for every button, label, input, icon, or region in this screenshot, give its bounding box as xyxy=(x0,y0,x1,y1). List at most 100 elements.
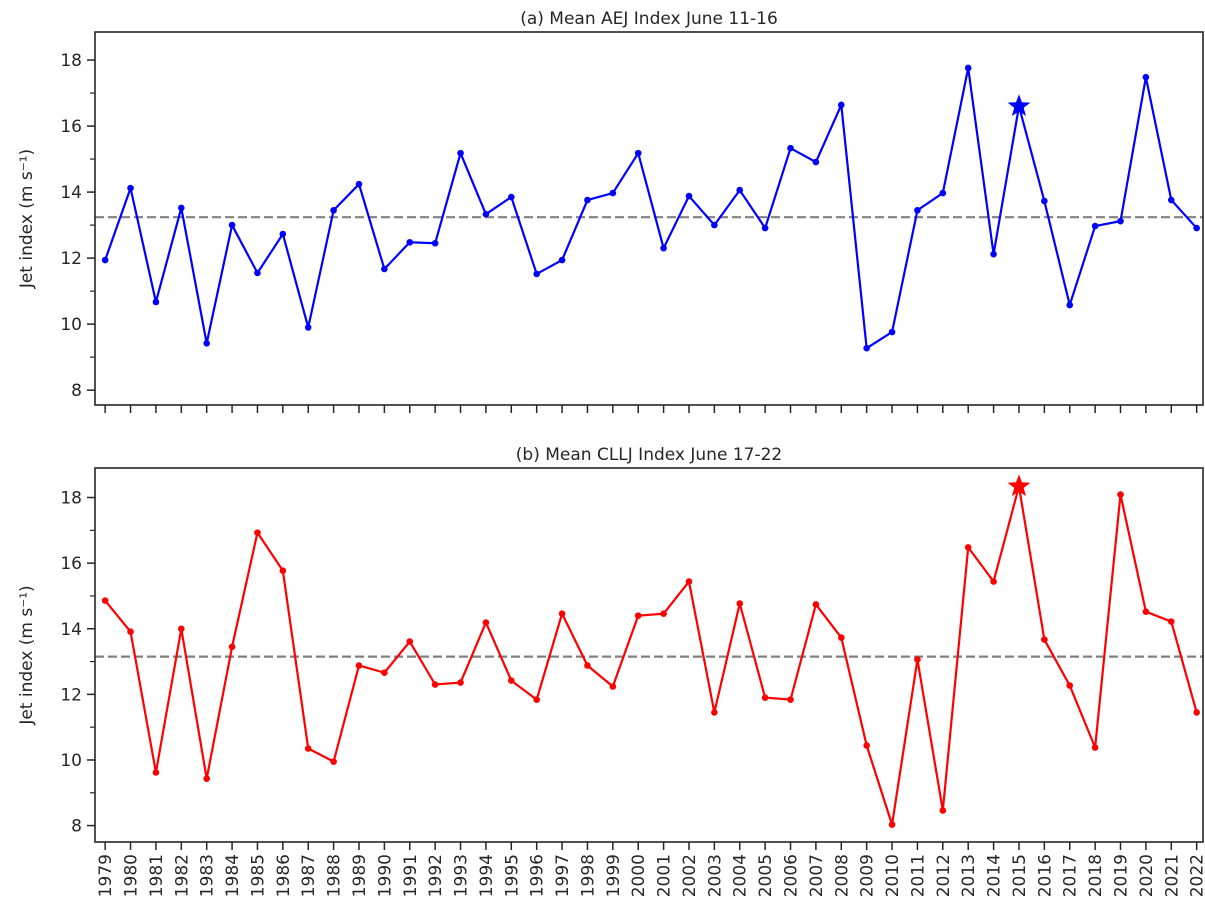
data-point xyxy=(507,193,515,201)
y-tick-label: 8 xyxy=(71,381,82,401)
x-tick-label: 2002 xyxy=(680,854,700,897)
data-point xyxy=(787,144,794,152)
x-tick-label: 1980 xyxy=(122,854,142,897)
x-tick-label: 1998 xyxy=(578,854,598,897)
y-tick-label: 16 xyxy=(60,554,82,574)
data-point xyxy=(761,224,769,232)
data-point xyxy=(609,683,617,690)
data-point xyxy=(279,567,287,574)
x-tick-label: 1990 xyxy=(375,854,395,897)
x-tick-label: 2019 xyxy=(1112,854,1132,897)
x-tick-label: 2005 xyxy=(756,854,776,897)
data-point xyxy=(381,265,388,273)
x-tick-label: 2016 xyxy=(1035,854,1055,897)
data-point xyxy=(660,610,667,617)
data-point xyxy=(1066,682,1074,689)
data-point xyxy=(101,256,109,264)
data-point xyxy=(1117,217,1124,225)
y-tick-label: 12 xyxy=(60,685,82,705)
data-point xyxy=(1117,491,1124,498)
y-tick-label: 14 xyxy=(60,620,82,640)
data-point xyxy=(685,578,693,585)
y-tick-label: 12 xyxy=(60,249,82,269)
data-point xyxy=(355,180,363,188)
data-point xyxy=(837,634,845,641)
data-point xyxy=(837,101,845,109)
x-tick-label: 1981 xyxy=(147,854,167,897)
highlight-star xyxy=(1007,474,1031,497)
x-tick-label: 1979 xyxy=(96,854,116,897)
x-tick-label: 2004 xyxy=(731,854,751,897)
data-point xyxy=(406,238,414,246)
data-point xyxy=(533,696,540,703)
x-tick-label: 1999 xyxy=(604,854,624,897)
x-tick-label: 1989 xyxy=(350,854,370,897)
x-tick-label: 2007 xyxy=(807,854,827,897)
x-tick-label: 2000 xyxy=(629,854,649,897)
data-point xyxy=(863,344,870,352)
data-point xyxy=(863,742,870,749)
chart-title: (b) Mean CLLJ Index June 17-22 xyxy=(516,445,782,465)
data-point xyxy=(711,221,718,229)
axes-frame xyxy=(94,31,1204,406)
data-point xyxy=(634,612,642,619)
data-point xyxy=(381,669,388,677)
x-tick-label: 2015 xyxy=(1010,854,1030,897)
data-point xyxy=(761,694,769,701)
x-tick-label: 1994 xyxy=(477,854,497,897)
data-point xyxy=(812,601,820,608)
x-tick-label: 1986 xyxy=(274,854,294,897)
data-point xyxy=(228,221,236,229)
y-tick-label: 14 xyxy=(60,183,82,203)
x-tick-label: 2010 xyxy=(883,854,903,897)
y-tick-label: 10 xyxy=(60,315,82,335)
data-point xyxy=(964,544,972,551)
data-point xyxy=(482,619,490,626)
data-point xyxy=(507,677,515,684)
data-point xyxy=(711,709,718,716)
data-point xyxy=(254,269,261,277)
data-point xyxy=(939,807,947,814)
x-tick-label: 2003 xyxy=(705,854,725,897)
data-point xyxy=(228,643,236,651)
x-tick-label: 1984 xyxy=(223,854,243,897)
data-point xyxy=(914,656,921,663)
data-point xyxy=(279,230,287,238)
data-point xyxy=(888,821,896,828)
data-point xyxy=(533,270,540,278)
data-point xyxy=(152,769,160,776)
data-point xyxy=(304,745,312,752)
y-tick-label: 16 xyxy=(60,117,82,137)
data-point xyxy=(1167,618,1175,625)
data-point xyxy=(127,628,134,636)
highlight-star xyxy=(1007,94,1031,116)
data-point xyxy=(406,638,414,645)
x-tick-label: 2011 xyxy=(908,854,928,897)
data-point xyxy=(584,196,591,204)
data-point xyxy=(660,244,667,252)
data-point xyxy=(1041,636,1048,643)
data-line xyxy=(104,67,1198,351)
data-point xyxy=(1091,744,1099,751)
y-tick-label: 18 xyxy=(60,51,82,71)
x-tick-label: 2014 xyxy=(985,854,1005,897)
data-point xyxy=(787,696,794,703)
x-tick-label: 1982 xyxy=(172,854,192,897)
data-point xyxy=(939,189,947,197)
x-tick-label: 2018 xyxy=(1086,854,1106,897)
x-tick-label: 1988 xyxy=(325,854,345,897)
x-tick-label: 2021 xyxy=(1162,854,1182,897)
data-point xyxy=(330,758,337,765)
y-axis-label: Jet index (m s⁻¹) xyxy=(17,585,37,725)
x-tick-label: 1992 xyxy=(426,854,446,897)
data-point xyxy=(355,662,363,669)
data-point xyxy=(330,206,337,214)
x-tick-label: 2020 xyxy=(1137,854,1157,897)
data-point xyxy=(203,339,210,347)
data-point xyxy=(736,186,744,194)
data-point xyxy=(888,328,896,336)
data-point xyxy=(609,189,617,197)
x-tick-label: 2013 xyxy=(959,854,979,897)
data-point xyxy=(736,600,744,607)
data-point xyxy=(152,298,160,306)
